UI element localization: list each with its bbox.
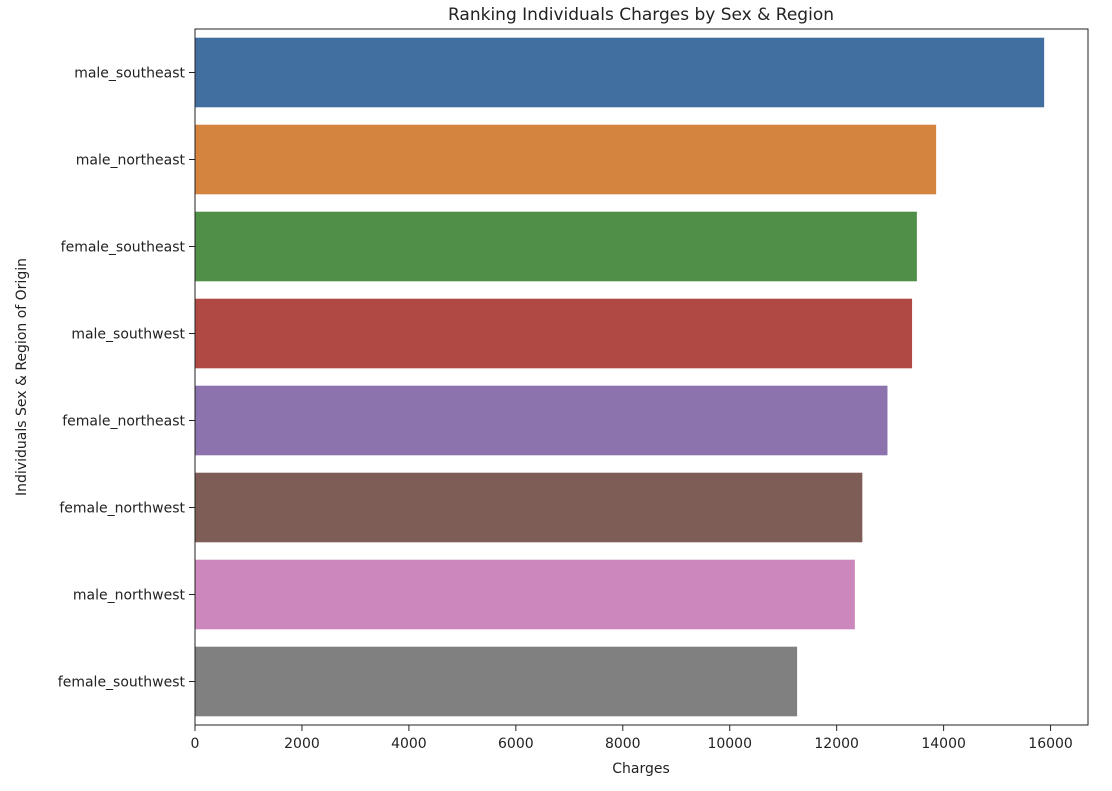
x-tick-label: 10000 <box>707 736 752 752</box>
y-tick-label: male_northwest <box>73 588 186 604</box>
x-tick-label: 6000 <box>498 736 534 752</box>
bar-male-northwest <box>195 559 855 630</box>
x-tick-label: 14000 <box>921 736 966 752</box>
x-axis-label: Charges <box>612 761 670 777</box>
y-axis-ticks: male_southeast male_northeast female_south… <box>58 66 195 691</box>
y-tick-label: female_southeast <box>61 240 186 256</box>
bars <box>195 37 1045 717</box>
bar-male-southeast <box>195 37 1045 108</box>
x-tick-label: 8000 <box>605 736 641 752</box>
x-tick-label: 16000 <box>1028 736 1073 752</box>
x-tick-label: 12000 <box>814 736 859 752</box>
plot-frame <box>194 28 1089 726</box>
bar-female-northwest <box>195 472 863 543</box>
chart-title: Ranking Individuals Charges by Sex & Reg… <box>448 5 834 25</box>
y-tick-label: male_northeast <box>76 153 186 169</box>
bar-male-northeast <box>195 124 937 195</box>
y-axis-label: Individuals Sex & Region of Origin <box>14 258 30 496</box>
x-tick-label: 2000 <box>284 736 320 752</box>
y-tick-label: female_northeast <box>62 414 185 430</box>
y-tick-label: male_southeast <box>74 66 185 82</box>
y-tick-label: female_southwest <box>58 675 186 691</box>
bar-female-southeast <box>195 211 917 282</box>
y-tick-label: female_northwest <box>59 501 185 517</box>
x-axis-ticks: 0 2000 4000 6000 8000 10000 12000 14000 16000 <box>191 725 1073 752</box>
bar-female-northeast <box>195 385 888 456</box>
y-tick-label: male_southwest <box>71 327 185 343</box>
x-tick-label: 0 <box>191 736 200 752</box>
x-tick-label: 4000 <box>391 736 427 752</box>
bar-female-southwest <box>195 646 798 717</box>
bar-male-southwest <box>195 298 913 369</box>
